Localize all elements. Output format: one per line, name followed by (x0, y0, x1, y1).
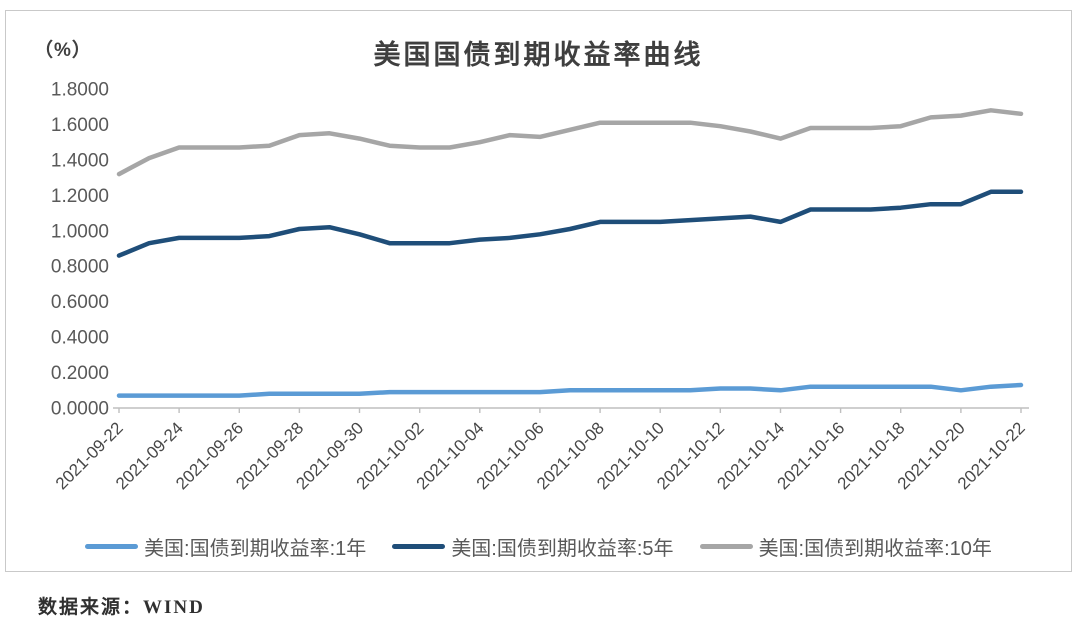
y-axis-unit-label: （%） (34, 40, 92, 61)
y-axis-tick-label: 0.4000 (51, 328, 109, 349)
y-axis-tick-label: 1.0000 (51, 221, 109, 242)
data-source-label: 数据来源：WIND (38, 597, 205, 618)
legend-item-5y: 美国:国债到期收益率:5年 (392, 532, 674, 561)
legend-label-1y: 美国:国债到期收益率:1年 (144, 538, 367, 560)
chart-legend: 美国:国债到期收益率:1年 美国:国债到期收益率:5年 美国:国债到期收益率:10年 (6, 532, 1071, 561)
y-axis-tick-label: 0.6000 (51, 292, 109, 313)
chart-frame: （%） 美国国债到期收益率曲线 0.0000 0.2000 0.4000 0.6000… (5, 10, 1072, 572)
legend-label-10y: 美国:国债到期收益率:10年 (758, 538, 992, 560)
y-axis-tick-label: 0.2000 (51, 363, 109, 384)
y-axis-tick-label: 1.2000 (51, 186, 109, 207)
y-axis-tick-label: 1.6000 (51, 115, 109, 136)
chart-title: 美国国债到期收益率曲线 (373, 40, 704, 70)
plot-area: 0.0000 0.2000 0.4000 0.6000 0.8000 1.0000 1.20… (6, 11, 1071, 571)
y-axis-tick-label: 0.8000 (51, 257, 109, 278)
legend-swatch-5y (392, 544, 446, 549)
y-axis-tick-label: 1.8000 (51, 80, 109, 101)
y-axis-tick-label: 0.0000 (51, 399, 109, 420)
y-axis-tick-label: 1.4000 (51, 150, 109, 171)
legend-swatch-1y (85, 544, 139, 549)
legend-item-1y: 美国:国债到期收益率:1年 (85, 532, 366, 561)
legend-swatch-10y (699, 544, 753, 549)
series-line-10y (116, 108, 1024, 177)
yield-curve-line-chart: 0.0000 0.2000 0.4000 0.6000 0.8000 1.0000 1.20… (51, 80, 1029, 493)
series-line-1y (116, 382, 1024, 398)
legend-item-10y: 美国:国债到期收益率:10年 (699, 532, 992, 561)
series-line-5y (116, 189, 1024, 258)
legend-label-5y: 美国:国债到期收益率:5年 (451, 538, 674, 560)
